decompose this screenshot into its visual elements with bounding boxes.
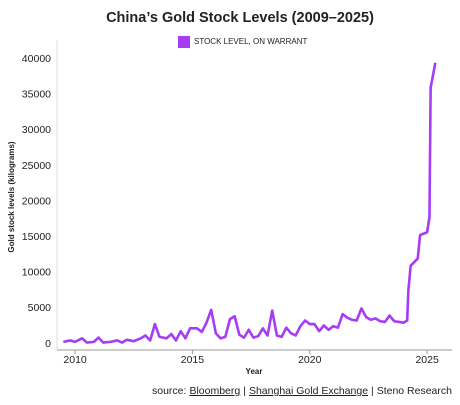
source: source: Bloomberg | Shanghai Gold Exchange |… — [152, 385, 452, 397]
y-tick-label: 35000 — [22, 89, 51, 101]
y-tick-label: 15000 — [22, 231, 51, 243]
x-tick-label: 2020 — [298, 354, 322, 366]
y-tick-label: 10000 — [22, 267, 51, 279]
y-tick-label: 0 — [45, 338, 51, 350]
x-tick-label: 2010 — [63, 354, 87, 366]
x-axis-label: Year — [246, 367, 263, 376]
y-tick-label: 25000 — [22, 160, 51, 172]
source-link[interactable]: Bloomberg — [189, 385, 241, 397]
source-text: | — [243, 385, 246, 397]
line-series — [63, 62, 437, 344]
source-text: source: — [152, 385, 187, 397]
y-tick-label: 20000 — [22, 195, 51, 207]
chart: China’s Gold Stock Levels (2009–2025) Ye… — [7, 10, 452, 376]
x-tick-label: 2015 — [181, 354, 205, 366]
source-text: | Steno Research — [371, 385, 452, 397]
y-tick-label: 5000 — [28, 302, 52, 314]
legend-label: STOCK LEVEL, ON WARRANT — [194, 37, 307, 46]
y-tick-label: 30000 — [22, 124, 51, 136]
y-axis-label: Gold stock levels (kilograms) — [7, 141, 16, 252]
legend-swatch — [178, 36, 190, 48]
y-tick-label: 40000 — [22, 53, 51, 65]
x-tick-label: 2025 — [415, 354, 439, 366]
source-link[interactable]: Shanghai Gold Exchange — [248, 385, 369, 397]
chart-title: China’s Gold Stock Levels (2009–2025) — [106, 10, 374, 26]
